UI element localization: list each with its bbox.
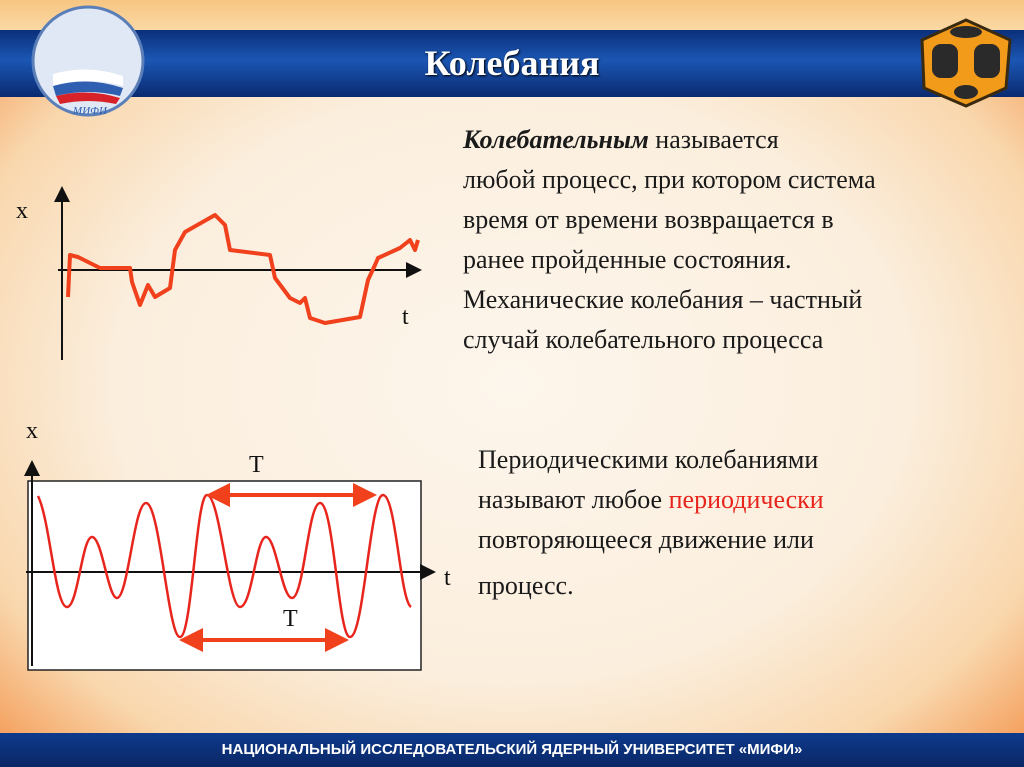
footer-band: НАЦИОНАЛЬНЫЙ ИССЛЕДОВАТЕЛЬСКИЙ ЯДЕРНЫЙ У… xyxy=(0,733,1024,767)
text-line: любой процесс, при котором система xyxy=(463,165,876,194)
header-band xyxy=(0,30,1024,97)
period-label-bottom: T xyxy=(283,606,298,632)
periodic-graph: x t T T xyxy=(24,418,451,671)
page-title: Колебания xyxy=(424,43,600,83)
svg-text:МИФИ: МИФИ xyxy=(72,105,108,117)
cube-logo xyxy=(920,18,1012,108)
oscillation-curve xyxy=(66,213,420,325)
x-axis-label: t xyxy=(402,304,409,330)
top-band xyxy=(0,0,1024,30)
period-label-top: T xyxy=(249,452,264,478)
y-axis-label: x xyxy=(16,198,28,224)
aperiodic-graph: x t xyxy=(16,186,422,360)
university-logo: МИФИ xyxy=(31,5,145,117)
text-line: повторяющееся движение или xyxy=(478,525,814,554)
text-line: Периодическими колебаниями xyxy=(478,445,819,474)
text-line: называют любое xyxy=(478,485,669,514)
periodic-text: Периодическими колебаниями называют любо… xyxy=(478,440,998,606)
definition-term: Колебательным xyxy=(463,125,649,154)
text-line: Механические колебания – частный xyxy=(463,285,863,314)
highlighted-word: периодически xyxy=(668,485,824,514)
text-line: процесс. xyxy=(478,571,574,600)
text-line: время от времени возвращается в xyxy=(463,205,834,234)
definition-text: Колебательным называется любой процесс, … xyxy=(463,120,1008,360)
y-axis-label: x xyxy=(26,418,38,444)
periodic-curve xyxy=(36,493,412,639)
text-line: ранее пройденные состояния. xyxy=(463,245,792,274)
x-axis-label: t xyxy=(444,565,451,591)
text-line: случай колебательного процесса xyxy=(463,325,824,354)
text-line: называется xyxy=(648,125,779,154)
